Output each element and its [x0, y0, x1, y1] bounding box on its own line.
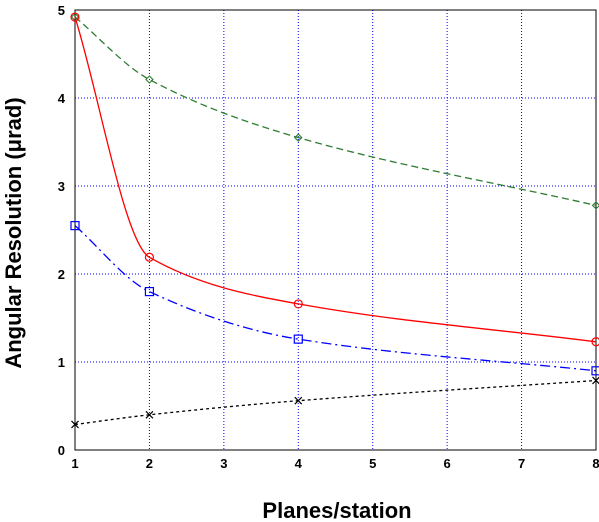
- x-tick-label: 5: [369, 456, 376, 471]
- series-square: [70, 221, 599, 376]
- grid: [75, 10, 596, 450]
- x-tick-label: 2: [146, 456, 153, 471]
- y-tick-label: 1: [58, 355, 65, 370]
- series-circle: [70, 12, 599, 347]
- circle-marker: [591, 337, 599, 347]
- circle-marker: [293, 299, 303, 309]
- y-tick-label: 0: [58, 443, 65, 458]
- x-tick-label: 3: [220, 456, 227, 471]
- y-tick-label: 5: [58, 3, 65, 18]
- series-line: [74, 225, 597, 372]
- series-x: [71, 376, 599, 429]
- diamond-marker: [294, 133, 303, 142]
- x-marker: [592, 376, 599, 385]
- series-layer: [70, 12, 599, 429]
- square-marker: [144, 287, 155, 297]
- x-tick-label: 8: [592, 456, 599, 471]
- circle-marker: [144, 252, 155, 262]
- x-marker: [294, 396, 303, 405]
- x-tick-label: 1: [71, 456, 78, 471]
- x-axis-label: Planes/station: [262, 498, 411, 522]
- diamond-marker: [591, 201, 599, 210]
- x-marker: [71, 420, 79, 429]
- y-tick-label: 4: [58, 91, 66, 106]
- series-line: [74, 379, 597, 426]
- y-tick-label: 2: [58, 267, 65, 282]
- x-marker: [145, 410, 154, 419]
- x-tick-label: 4: [295, 456, 303, 471]
- series-diamond: [70, 12, 599, 210]
- square-marker: [591, 366, 599, 376]
- x-tick-label: 7: [518, 456, 525, 471]
- square-marker: [293, 334, 303, 344]
- square-marker: [70, 221, 80, 231]
- y-tick-label: 3: [58, 179, 65, 194]
- circle-marker: [70, 12, 80, 22]
- plot-frame: [74, 9, 597, 451]
- y-axis-label: Angular Resolution (μrad): [1, 97, 26, 368]
- diamond-marker: [145, 75, 154, 84]
- x-tick-label: 6: [444, 456, 451, 471]
- series-line: [74, 16, 597, 343]
- series-line: [74, 16, 597, 207]
